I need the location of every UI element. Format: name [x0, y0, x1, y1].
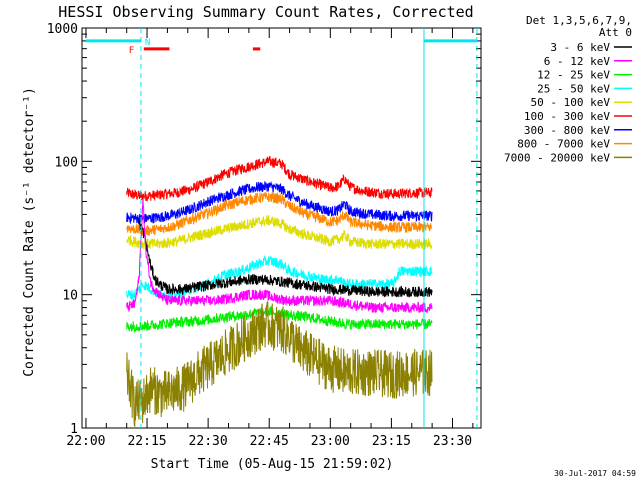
series-line	[126, 199, 433, 314]
chart-title: HESSI Observing Summary Count Rates, Cor…	[58, 3, 473, 21]
y-axis-label: Corrected Count Rate (s⁻¹ detector⁻¹)	[22, 87, 37, 377]
legend-entry-label: 25 - 50 keV	[537, 82, 610, 95]
series-line	[126, 192, 433, 236]
series-line	[126, 301, 433, 428]
x-tick-label: 22:45	[250, 434, 289, 449]
legend-entry-label: 7000 - 20000 keV	[504, 151, 610, 164]
series-line	[126, 155, 433, 202]
x-tick-label: 22:00	[66, 434, 105, 449]
x-tick-label: 22:15	[127, 434, 166, 449]
flag-n: N	[145, 38, 150, 48]
legend-entry-label: 50 - 100 keV	[531, 96, 611, 109]
timestamp: 30-Jul-2017 04:59	[554, 469, 636, 478]
plot-frame	[81, 27, 482, 429]
annotation-group: FN	[85, 28, 478, 428]
y-tick-label: 10	[62, 289, 78, 304]
legend-entry-label: 6 - 12 keV	[544, 55, 611, 68]
y-tick-label: 1000	[47, 22, 78, 37]
x-tick-label: 23:30	[433, 434, 472, 449]
x-axis-label: Start Time (05-Aug-15 21:59:02)	[151, 457, 394, 472]
legend-header: Det 1,3,5,6,7,9,	[526, 14, 632, 27]
y-tick-label: 100	[55, 155, 78, 170]
flag-f: F	[129, 46, 134, 56]
series-line	[126, 214, 433, 251]
legend-header: Att 0	[599, 26, 632, 39]
legend-entry-label: 300 - 800 keV	[524, 124, 610, 137]
x-tick-label: 23:00	[311, 434, 350, 449]
x-tick-label: 22:30	[189, 434, 228, 449]
plot-axes: 22:00 22:15 22:30 22:45 23:00 23:15 23:30 1 10 10…	[47, 22, 482, 449]
x-tick-label: 23:15	[372, 434, 411, 449]
series-line	[138, 219, 433, 298]
series-line	[126, 181, 433, 225]
series-group	[126, 155, 433, 428]
legend-entry-label: 100 - 300 keV	[524, 110, 610, 123]
legend-entry-label: 12 - 25 keV	[537, 69, 610, 82]
legend-entry-label: 800 - 7000 keV	[517, 138, 610, 151]
legend-entry-label: 3 - 6 keV	[550, 41, 610, 54]
y-tick-label: 1	[70, 422, 78, 437]
